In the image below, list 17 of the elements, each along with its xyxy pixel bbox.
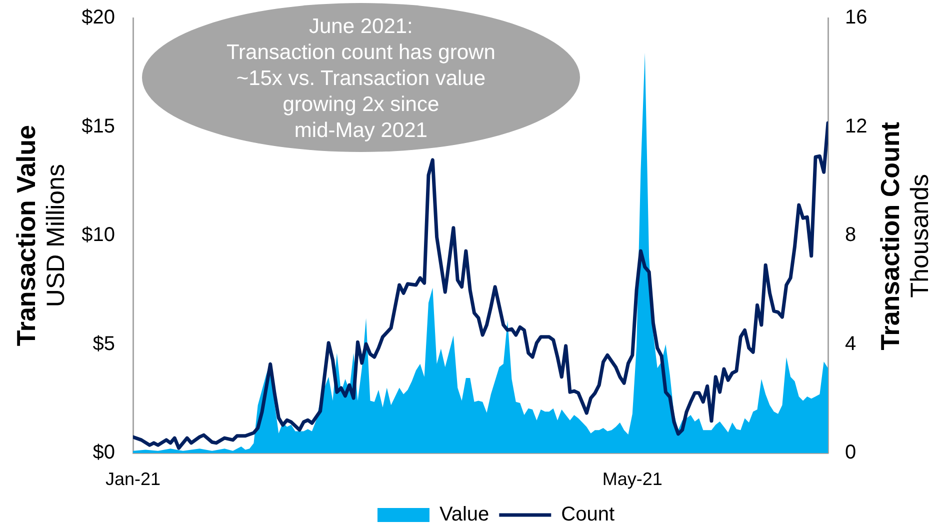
y-axis-title: Transaction Value USD Millions (11, 125, 70, 346)
annotation: June 2021: Transaction count has grown ~15x vs. Transaction value growing 2x since mid-May 2021 (226, 14, 496, 144)
y-tick-label: $5 (92, 332, 115, 355)
y-tick-label: $0 (92, 442, 115, 464)
y-tick-label: $20 (82, 6, 115, 29)
y2-tick-label: 12 (845, 115, 868, 138)
x-tick-label: May-21 (602, 468, 662, 489)
y-tick-label: $10 (82, 224, 115, 246)
legend-label: Value (439, 504, 490, 525)
y2-tick-label: 16 (845, 6, 868, 29)
y2-tick-label: 4 (845, 332, 856, 355)
x-tick-label: Jan-21 (105, 468, 161, 489)
y-tick-label: $15 (82, 115, 115, 138)
y2-tick-label: 0 (845, 442, 856, 464)
legend-label: Count (561, 504, 615, 525)
y2-axis-title: Transaction Count Thousands (875, 122, 934, 350)
y2-tick-label: 8 (845, 224, 856, 246)
